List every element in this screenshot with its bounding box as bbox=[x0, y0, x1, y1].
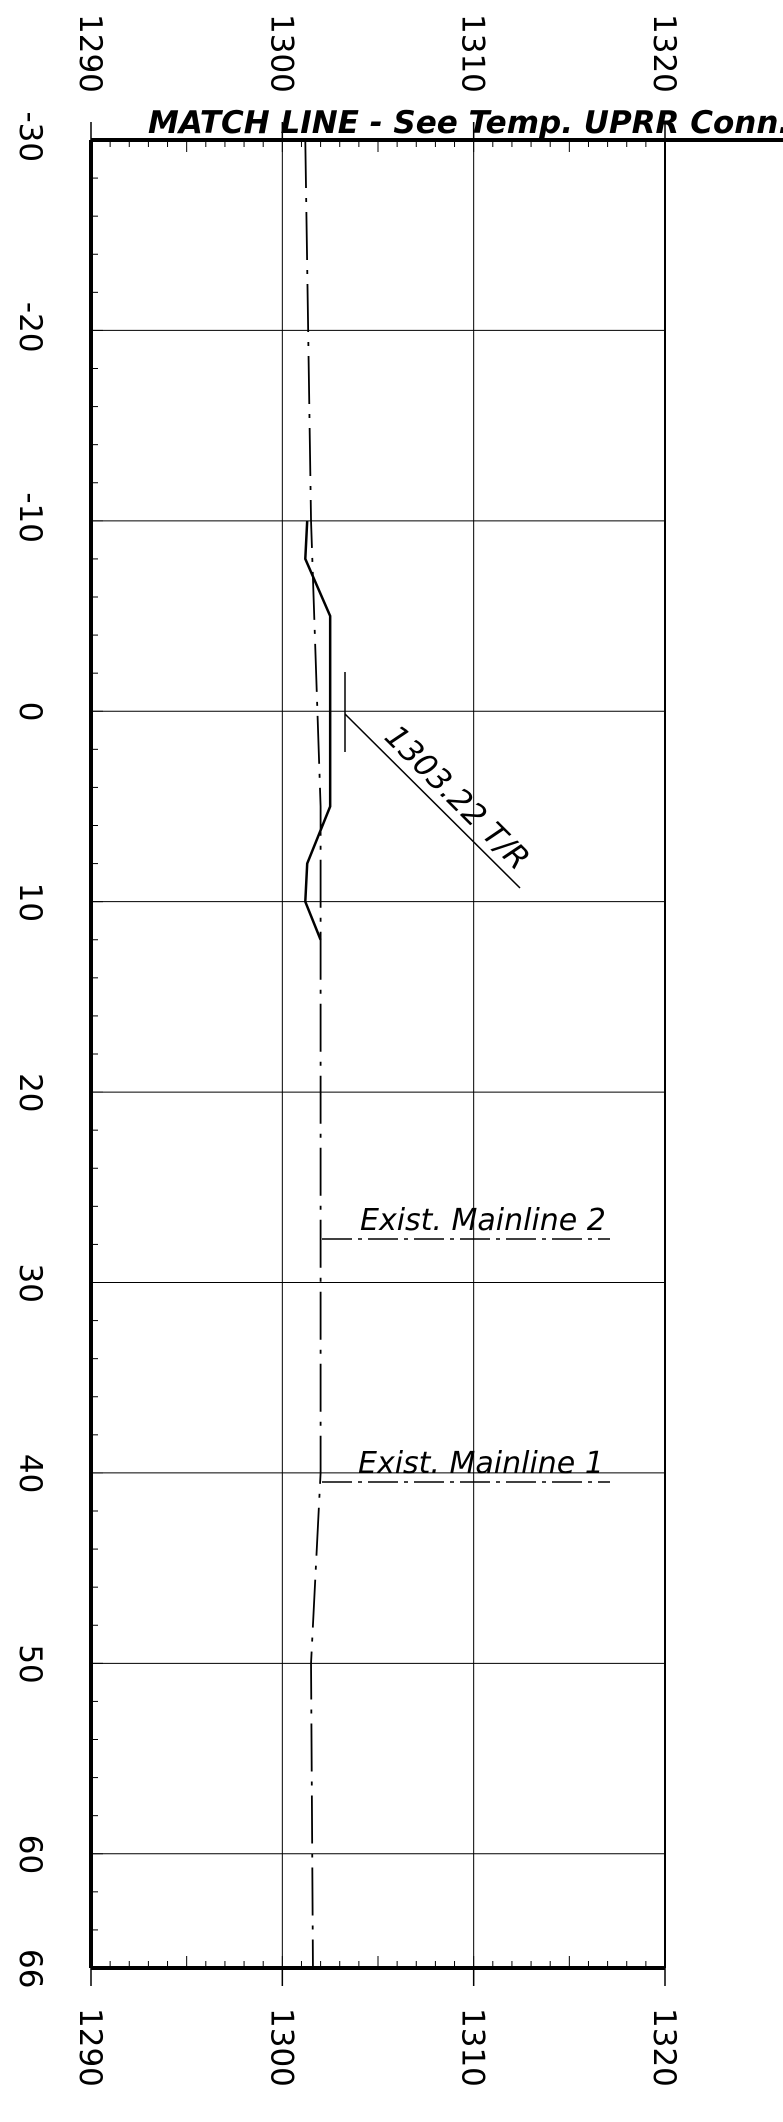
elevation-label: 1300 bbox=[263, 14, 299, 93]
elevation-label: 1290 bbox=[72, 2008, 108, 2087]
elevation-label: 1310 bbox=[455, 14, 491, 93]
tr-label: 1303.22 T/R bbox=[377, 718, 536, 877]
elevation-label: 1300 bbox=[263, 2008, 299, 2087]
station-label: 30 bbox=[12, 1264, 48, 1303]
profile-lines bbox=[304, 139, 332, 1969]
match-line-title: MATCH LINE - See Temp. UPRR Conn. bbox=[148, 105, 783, 141]
station-label: 20 bbox=[12, 1073, 48, 1112]
mainline-2-label: Exist. Mainline 2 bbox=[360, 1203, 606, 1238]
station-labels: -30 -20 -10 0 10 20 30 40 50 60 66 bbox=[12, 112, 48, 1989]
mainline-1-callout: Exist. Mainline 1 bbox=[322, 1446, 610, 1483]
station-label: 60 bbox=[12, 1835, 48, 1874]
elevation-label: 1290 bbox=[72, 14, 108, 93]
station-label: 0 bbox=[12, 702, 48, 722]
station-label: 10 bbox=[12, 883, 48, 922]
station-label: 50 bbox=[12, 1644, 48, 1683]
mainline-1-label: Exist. Mainline 1 bbox=[358, 1446, 604, 1481]
mainline-2-callout: Exist. Mainline 2 bbox=[322, 1203, 610, 1240]
tr-leader bbox=[344, 713, 521, 889]
station-label: 40 bbox=[12, 1454, 48, 1493]
station-label: -10 bbox=[12, 492, 48, 543]
elevation-label: 1320 bbox=[646, 2008, 682, 2087]
elevation-labels-top: 1290 1300 1310 1320 bbox=[72, 14, 682, 93]
station-label: -30 bbox=[12, 112, 48, 163]
minor-ticks bbox=[90, 139, 666, 1969]
elevation-label: 1320 bbox=[646, 14, 682, 93]
plot-frame bbox=[89, 122, 783, 1986]
station-label: -20 bbox=[12, 302, 48, 353]
elevation-labels-bottom: 1290 1300 1310 1320 bbox=[72, 2008, 682, 2087]
existing-profile-line bbox=[304, 139, 322, 1969]
tr-callout: 1303.22 T/R bbox=[344, 672, 536, 889]
station-label: 66 bbox=[12, 1949, 48, 1988]
proposed-profile-line bbox=[304, 520, 332, 941]
grid bbox=[91, 140, 665, 1968]
elevation-label: 1310 bbox=[455, 2008, 491, 2087]
